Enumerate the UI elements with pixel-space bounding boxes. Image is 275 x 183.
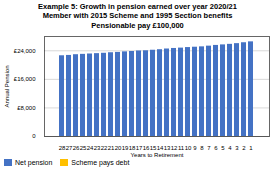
svg-text:Years to Retirement: Years to Retirement (131, 152, 184, 158)
svg-text:8: 8 (200, 145, 204, 151)
svg-text:6: 6 (214, 145, 218, 151)
svg-text:5: 5 (221, 145, 225, 151)
svg-text:£16,000: £16,000 (14, 76, 36, 82)
svg-text:£8,000: £8,000 (17, 105, 36, 111)
svg-text:£24,000: £24,000 (14, 48, 36, 54)
svg-text:Annual Pension: Annual Pension (4, 66, 10, 108)
html-text:Scheme pays debt: Scheme pays debt (71, 159, 130, 167)
html-text:28 27 26 25 24 23 22 21 20 19: 28 27 26 25 24 23 22 21 20 19 18 17 16 1… (58, 144, 185, 151)
html-text:Pensionable pay £100,000: Pensionable pay £100,000 (91, 20, 184, 30)
html-text:Example 5: Growth in pension e: Example 5: Growth in pension earned over… (38, 2, 237, 11)
svg-text:3: 3 (235, 145, 239, 151)
html-text:Member with 2015 Scheme and 19: Member with 2015 Scheme and 1995 Section… (42, 11, 233, 21)
svg-text:1: 1 (249, 145, 253, 151)
html-text:Net pension: Net pension (15, 159, 53, 167)
svg-text:10: 10 (185, 145, 192, 151)
svg-text:0: 0 (32, 134, 36, 140)
svg-text:7: 7 (207, 145, 211, 151)
svg-text:9: 9 (193, 145, 197, 151)
svg-text:2: 2 (242, 145, 246, 151)
svg-text:4: 4 (228, 145, 232, 151)
